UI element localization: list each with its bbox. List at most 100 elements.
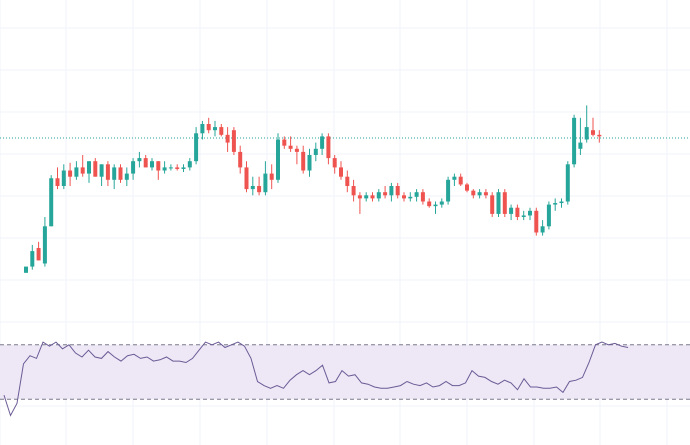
candle-body bbox=[546, 204, 551, 227]
candle bbox=[477, 189, 482, 199]
candle-body bbox=[80, 167, 85, 174]
candle bbox=[225, 127, 230, 152]
candle bbox=[137, 151, 142, 168]
rsi-line-layer bbox=[3, 341, 629, 417]
candle-body bbox=[420, 192, 425, 202]
candle bbox=[181, 164, 186, 173]
candle-body bbox=[206, 124, 211, 131]
candle bbox=[282, 136, 287, 149]
candle-layer bbox=[24, 105, 602, 273]
candle bbox=[332, 155, 337, 174]
candle bbox=[597, 130, 602, 143]
candle-body bbox=[24, 266, 28, 273]
candle bbox=[376, 189, 381, 202]
candle bbox=[521, 210, 526, 221]
candle-body bbox=[162, 167, 167, 171]
candle bbox=[238, 145, 243, 174]
candle-body bbox=[42, 226, 47, 264]
candle bbox=[458, 173, 463, 186]
candle-body bbox=[294, 148, 299, 152]
candle-body bbox=[439, 201, 444, 205]
candle-body bbox=[326, 136, 331, 159]
candle bbox=[351, 179, 356, 202]
candle bbox=[307, 148, 312, 177]
candle-body bbox=[269, 173, 274, 180]
candle bbox=[61, 164, 66, 190]
candle bbox=[30, 244, 35, 270]
candle-body bbox=[357, 195, 362, 199]
candle-body bbox=[591, 130, 595, 135]
rsi-line bbox=[3, 341, 629, 417]
candle-body bbox=[93, 161, 98, 177]
candle-body bbox=[345, 176, 350, 186]
candle-body bbox=[408, 196, 413, 199]
candle bbox=[320, 133, 325, 155]
candle bbox=[383, 186, 388, 199]
candle bbox=[427, 198, 432, 208]
candle bbox=[55, 167, 60, 190]
candle-body bbox=[231, 130, 236, 152]
candle-body bbox=[99, 164, 104, 177]
candle bbox=[118, 164, 123, 183]
candle-body bbox=[74, 167, 79, 177]
candle bbox=[313, 142, 318, 162]
candle bbox=[553, 198, 558, 211]
candle bbox=[99, 164, 104, 186]
candle-body bbox=[370, 195, 375, 199]
candle bbox=[257, 176, 262, 196]
candle-body bbox=[433, 204, 438, 207]
candle-body bbox=[194, 133, 199, 162]
candle-body bbox=[187, 161, 192, 168]
candle-body bbox=[490, 195, 495, 214]
candle-body bbox=[483, 192, 488, 196]
candle-body bbox=[528, 210, 532, 216]
candle-body bbox=[219, 127, 224, 135]
candle bbox=[446, 176, 451, 205]
candle bbox=[502, 189, 507, 217]
candle bbox=[231, 127, 236, 155]
candle-body bbox=[156, 161, 161, 171]
candle bbox=[509, 204, 514, 221]
candle bbox=[364, 192, 369, 202]
candle-body bbox=[559, 201, 564, 204]
candle-body bbox=[55, 178, 60, 186]
candle bbox=[584, 105, 589, 143]
candle bbox=[578, 117, 583, 155]
candle-body bbox=[225, 134, 230, 143]
candle bbox=[345, 170, 350, 193]
candle bbox=[465, 182, 469, 193]
candle-body bbox=[477, 192, 482, 196]
candle-body bbox=[515, 207, 520, 217]
candle-body bbox=[376, 192, 381, 199]
candle-body bbox=[572, 117, 577, 165]
candle-body bbox=[87, 161, 91, 174]
candle bbox=[395, 182, 400, 199]
candle bbox=[194, 127, 199, 165]
candle-body bbox=[175, 167, 180, 169]
candle-body bbox=[402, 195, 406, 199]
candle bbox=[244, 161, 249, 193]
candle-body bbox=[395, 186, 400, 196]
candle-body bbox=[168, 167, 173, 169]
candle-body bbox=[414, 192, 419, 197]
candle bbox=[546, 201, 551, 230]
candle-body bbox=[597, 134, 602, 137]
candle bbox=[534, 207, 539, 236]
candle-body bbox=[301, 151, 306, 171]
candle bbox=[402, 192, 406, 202]
candle bbox=[250, 176, 255, 196]
candle-body bbox=[307, 155, 312, 171]
candle bbox=[496, 189, 501, 217]
candle bbox=[49, 175, 54, 227]
candle-body bbox=[320, 136, 325, 149]
candle bbox=[112, 164, 117, 190]
candle bbox=[74, 161, 79, 180]
candle-body bbox=[313, 148, 318, 155]
candle bbox=[483, 189, 488, 199]
candle bbox=[131, 158, 136, 180]
candle-body bbox=[534, 210, 539, 233]
candle-body bbox=[257, 186, 262, 193]
candle-body bbox=[36, 248, 41, 261]
